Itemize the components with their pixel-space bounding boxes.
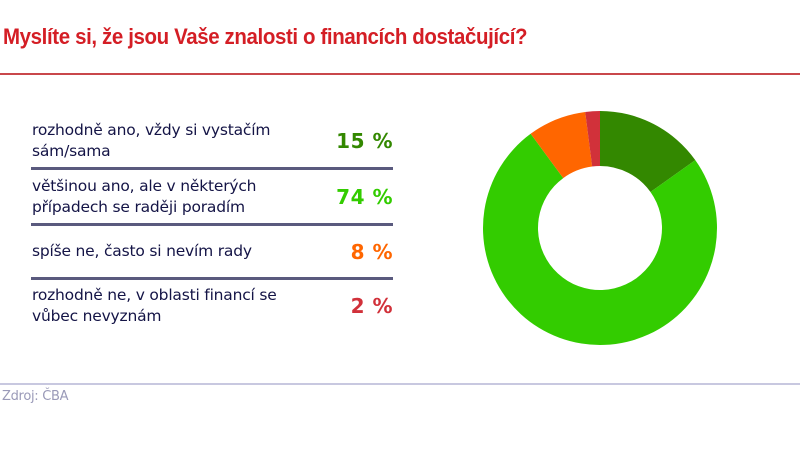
legend-table: rozhodně ano, vždy si vystačím sám/sama … bbox=[31, 115, 393, 332]
donut-slice bbox=[585, 111, 600, 167]
legend-label: většinou ano, ale v některých případech … bbox=[32, 176, 257, 216]
legend-value: 15 % bbox=[336, 129, 393, 153]
chart-title: Myslíte si, že jsou Vaše znalosti o fina… bbox=[3, 24, 528, 49]
row-divider bbox=[31, 277, 393, 280]
title-divider bbox=[0, 73, 800, 75]
legend-row: spíše ne, často si nevím rady 8 % bbox=[31, 226, 393, 277]
footer-divider bbox=[0, 383, 800, 385]
legend-value: 74 % bbox=[336, 184, 393, 209]
donut-slices bbox=[482, 111, 718, 345]
legend-row: rozhodně ano, vždy si vystačím sám/sama … bbox=[31, 115, 393, 167]
legend-label: rozhodně ne, v oblasti financí se vůbec … bbox=[32, 286, 277, 325]
legend-value: 8 % bbox=[350, 239, 393, 264]
legend-label: rozhodně ano, vždy si vystačím sám/sama bbox=[32, 121, 271, 160]
donut-slice bbox=[482, 133, 718, 345]
row-divider bbox=[31, 167, 393, 170]
legend-row: většinou ano, ale v některých případech … bbox=[31, 170, 393, 223]
row-divider bbox=[31, 223, 393, 226]
donut-slice bbox=[530, 111, 593, 179]
source-note: Zdroj: ČBA bbox=[2, 389, 69, 404]
legend-label: spíše ne, často si nevím rady bbox=[32, 242, 252, 260]
donut-slice bbox=[600, 111, 696, 193]
legend-row: rozhodně ne, v oblasti financí se vůbec … bbox=[31, 280, 393, 332]
legend-value: 2 % bbox=[350, 294, 393, 318]
